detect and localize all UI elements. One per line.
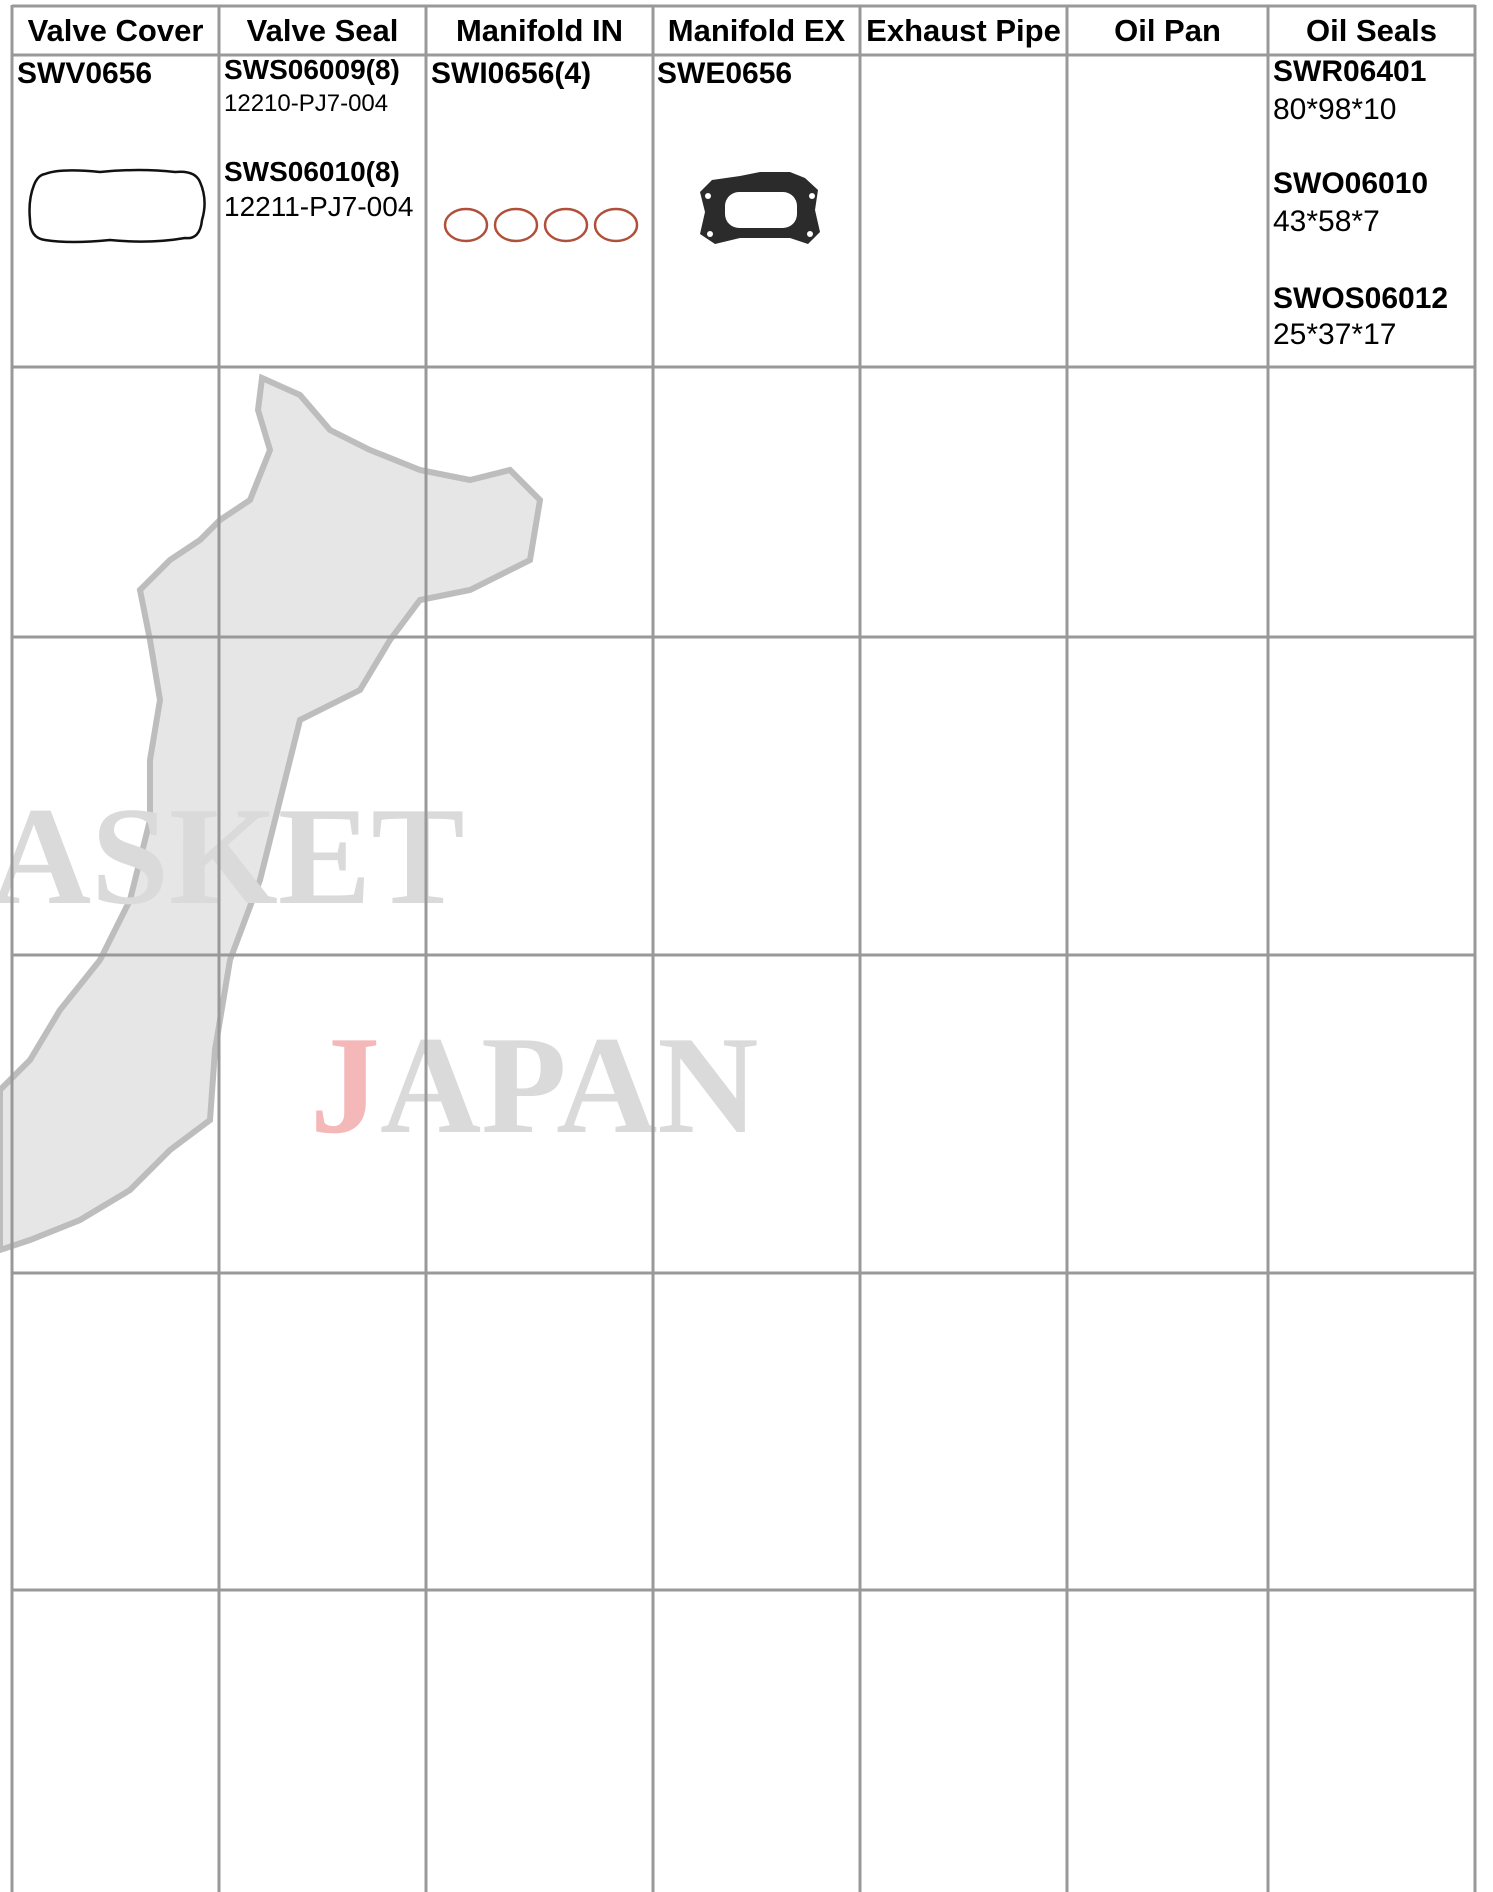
grid-lines [10,4,1477,1892]
column-header: Manifold EX [667,13,846,48]
part-number: SWS06009(8) [224,54,400,85]
watermark-initial: J [310,1008,380,1163]
column-header: Exhaust Pipe [866,13,1061,48]
watermark-brand: ASKET [0,779,465,934]
column-header: Oil Pan [1114,13,1221,48]
manifold-in-gasket-image [443,207,639,243]
part-number: SWOS06012 [1273,282,1449,315]
map-silhouette [0,373,544,1254]
part-number: SWR06401 [1273,55,1427,88]
watermark: ASKET JAPAN [0,373,758,1254]
manifold-ex-gasket-image [700,172,820,244]
seal-size: 43*58*7 [1273,205,1380,238]
seal-size: 25*37*17 [1273,318,1397,351]
column-header: Oil Seals [1306,13,1437,48]
part-number: SWO06010 [1273,167,1429,200]
part-number: SWE0656 [657,57,793,90]
watermark-country: JAPAN [310,1008,758,1163]
part-number: SWI0656(4) [431,57,592,90]
part-number: SWV0656 [17,57,153,90]
watermark-rest: APAN [380,1008,758,1163]
column-header: Valve Cover [27,13,204,48]
oem-number: 12211-PJ7-004 [224,191,414,222]
seal-size: 80*98*10 [1273,93,1397,126]
valve-cover-gasket-image [28,168,206,244]
column-header: Valve Seal [246,13,399,48]
oem-number: 12210-PJ7-004 [224,90,389,117]
part-number: SWS06010(8) [224,156,400,187]
column-header: Manifold IN [455,13,624,48]
